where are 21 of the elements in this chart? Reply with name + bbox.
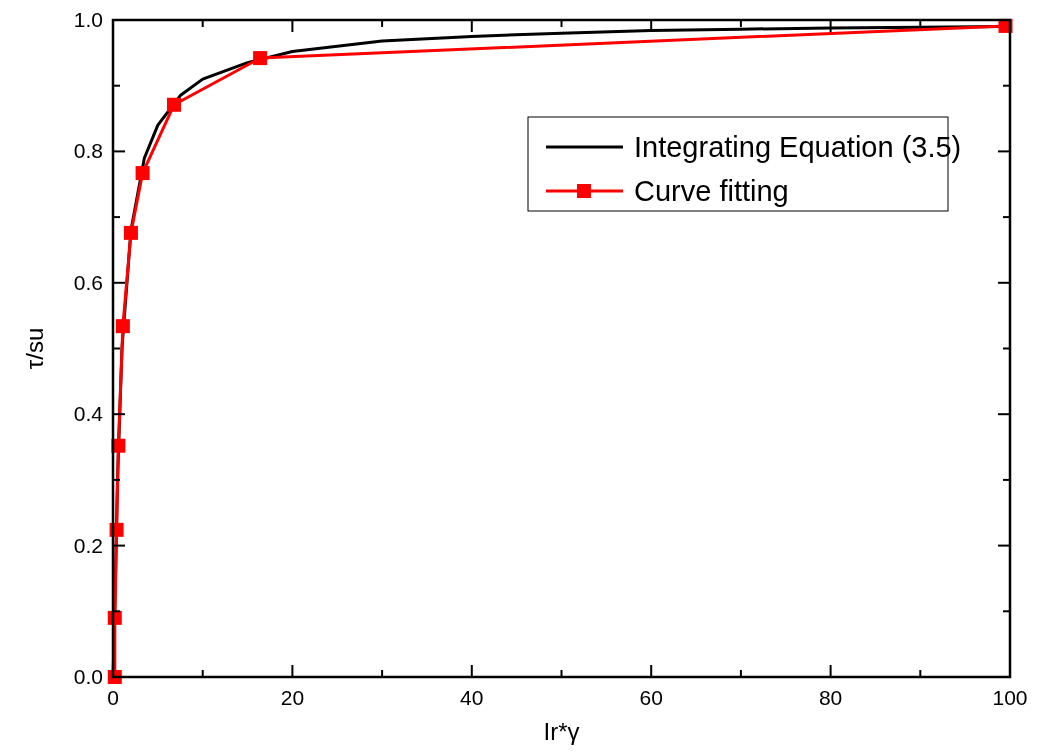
text: 0.0 — [73, 665, 103, 688]
legend-label: Integrating Equation (3.5) — [634, 131, 962, 163]
y-tick-label: 0.4 — [73, 402, 104, 426]
point — [115, 319, 130, 334]
point — [253, 51, 268, 66]
point — [167, 97, 181, 112]
y-tick-label: 0.2 — [73, 533, 103, 557]
x-tick-label: 60 — [639, 686, 663, 709]
legend-label: Curve fitting — [634, 175, 789, 207]
point — [123, 225, 138, 240]
point — [135, 166, 150, 181]
x-axis-title: Ir*γ — [543, 718, 580, 745]
y-tick-label: 0.6 — [73, 270, 103, 294]
x-tick-label: 80 — [818, 686, 843, 709]
y-tick-label: 1.0 — [73, 8, 103, 31]
y-tick-label: 0.8 — [73, 139, 103, 163]
x-tick-label: 20 — [280, 686, 305, 709]
x-tick-label: 40 — [460, 686, 484, 709]
x-tick-label: 100 — [992, 686, 1028, 709]
x-tick-label: 0 — [107, 686, 119, 709]
y-axis-title: τ/su — [21, 327, 48, 370]
